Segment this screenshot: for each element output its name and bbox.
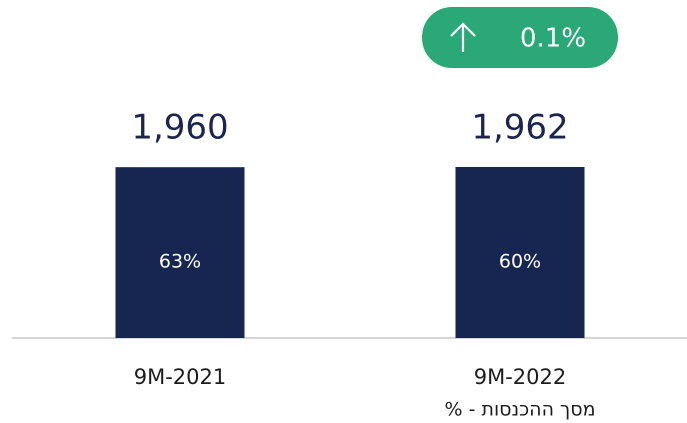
- change-label: 0.1%: [520, 24, 586, 54]
- x-tick-label: 9M-2022: [474, 365, 567, 389]
- share-label: 60%: [499, 251, 541, 273]
- badge-background: [422, 7, 618, 68]
- x-tick-label: 9M-2021: [134, 365, 227, 389]
- bar: [115, 167, 245, 338]
- value-label: 1,960: [131, 108, 228, 148]
- bar: [455, 167, 585, 338]
- change-badge: 0.1%: [422, 7, 618, 68]
- value-label: 1,962: [471, 108, 568, 148]
- up-arrow: [450, 22, 476, 52]
- note: % - מסך ההכנסות: [445, 399, 596, 421]
- share-label: 63%: [159, 251, 201, 273]
